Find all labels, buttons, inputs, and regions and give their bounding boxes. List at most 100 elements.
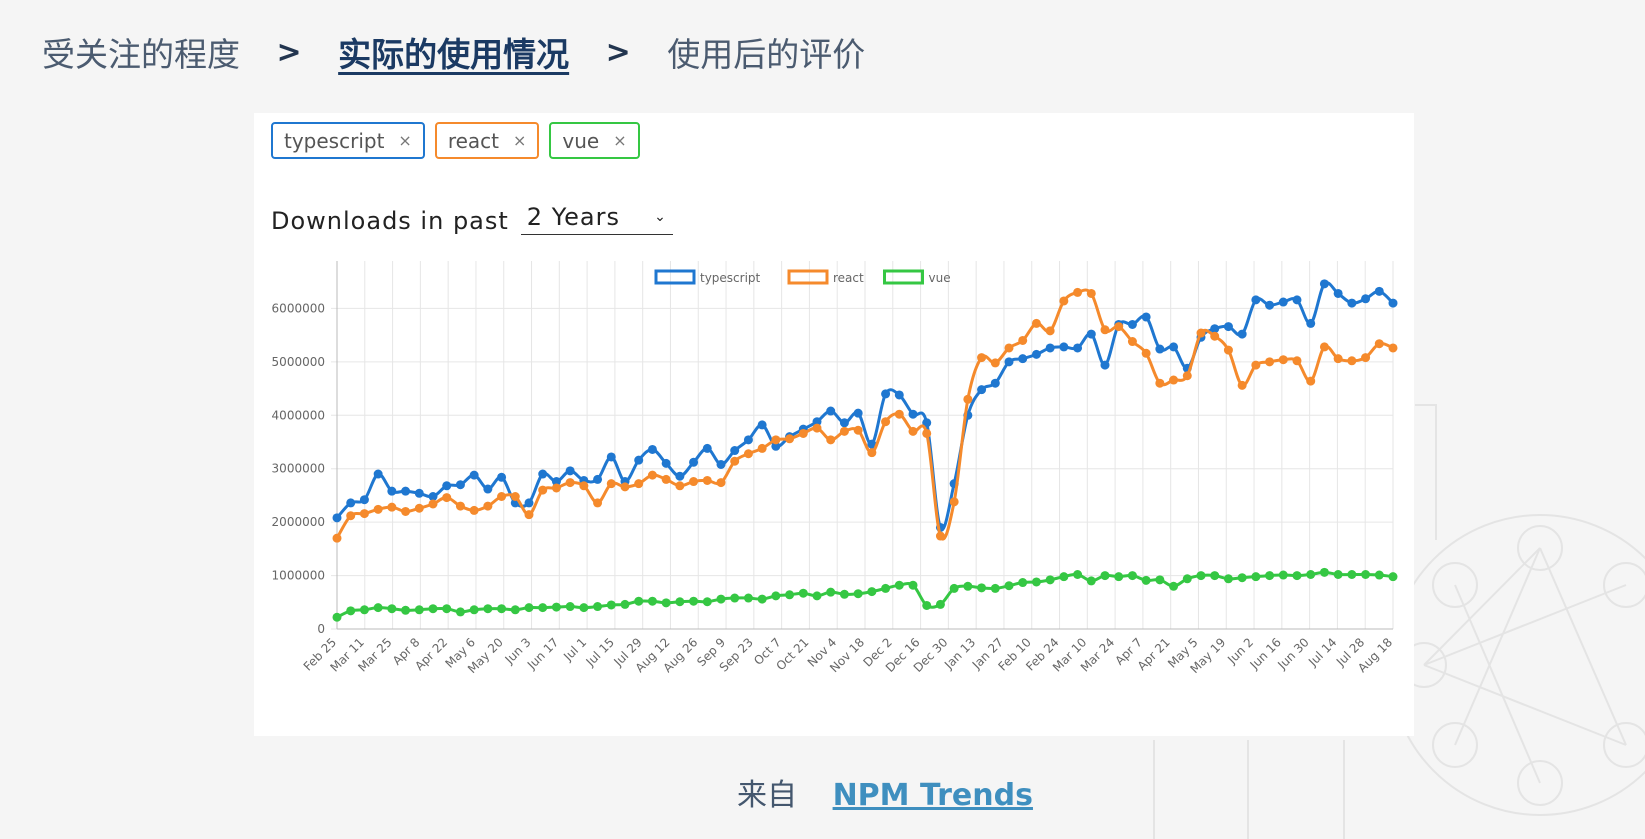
data-point-vue <box>1045 575 1055 585</box>
data-point-typescript <box>359 495 369 505</box>
data-point-react <box>1086 288 1096 298</box>
data-point-vue <box>469 605 479 615</box>
data-point-react <box>455 501 465 511</box>
data-point-vue <box>483 604 493 614</box>
data-point-react <box>1196 328 1206 338</box>
data-point-react <box>1388 343 1398 353</box>
data-point-react <box>647 470 657 480</box>
data-point-vue <box>497 604 507 614</box>
breadcrumb-item-evaluation[interactable]: 使用后的评价 <box>667 35 866 74</box>
y-tick-label: 5000000 <box>272 355 325 369</box>
data-point-vue <box>839 589 849 599</box>
data-point-typescript <box>565 466 575 476</box>
data-point-typescript <box>1251 295 1261 305</box>
data-point-react <box>510 491 520 501</box>
breadcrumb-item-attention[interactable]: 受关注的程度 <box>42 35 240 74</box>
data-point-vue <box>332 612 342 622</box>
data-point-react <box>1169 375 1179 385</box>
data-point-react <box>1210 331 1220 341</box>
data-point-typescript <box>414 488 424 498</box>
x-tick-label: Jul 15 <box>583 635 617 669</box>
data-point-typescript <box>483 484 493 494</box>
data-point-typescript <box>428 491 438 501</box>
data-point-typescript <box>606 452 616 462</box>
close-icon[interactable]: × <box>398 131 412 150</box>
data-point-typescript <box>730 446 740 456</box>
y-tick-label: 7000000 <box>272 261 325 262</box>
data-point-typescript <box>1169 342 1179 352</box>
x-tick-label: Jan 13 <box>941 635 978 672</box>
data-point-react <box>661 474 671 484</box>
data-point-typescript <box>743 435 753 445</box>
data-point-react <box>1059 296 1069 306</box>
data-point-react <box>977 353 987 363</box>
data-point-typescript <box>1333 288 1343 298</box>
data-point-typescript <box>1073 343 1083 353</box>
data-point-vue <box>1265 571 1275 581</box>
breadcrumb-item-usage[interactable]: 实际的使用情况 <box>338 35 570 74</box>
data-point-vue <box>387 604 397 614</box>
legend-swatch-react <box>787 269 829 285</box>
data-point-vue <box>1086 576 1096 586</box>
data-point-typescript <box>1045 343 1055 353</box>
data-point-react <box>1333 354 1343 364</box>
data-point-typescript <box>538 469 548 479</box>
source-prefix: 来自 <box>737 778 798 813</box>
data-point-vue <box>414 605 424 615</box>
data-point-vue <box>881 583 891 593</box>
x-tick-label: Jul 14 <box>1305 635 1339 669</box>
chip-typescript[interactable]: typescript × <box>271 122 425 159</box>
data-point-react <box>428 499 438 509</box>
data-point-react <box>442 493 452 503</box>
data-point-typescript <box>1361 294 1371 304</box>
y-tick-label: 0 <box>317 622 325 636</box>
close-icon[interactable]: × <box>613 131 627 150</box>
data-point-react <box>826 435 836 445</box>
data-point-vue <box>1127 571 1137 581</box>
period-select-value: 2 Years <box>526 203 621 231</box>
data-point-react <box>812 423 822 433</box>
legend-label-typescript: typescript <box>700 271 761 285</box>
x-tick-label: Jun 16 <box>1247 635 1284 672</box>
data-point-react <box>730 456 740 466</box>
chip-react[interactable]: react × <box>434 122 540 159</box>
data-point-react <box>1114 322 1124 332</box>
data-point-react <box>565 478 575 488</box>
data-point-vue <box>661 598 671 608</box>
npm-trends-link[interactable]: NPM Trends <box>832 778 1033 813</box>
source-credit: 来自 NPM Trends <box>0 770 1645 814</box>
data-point-react <box>1018 335 1028 345</box>
breadcrumb-separator: > <box>605 34 631 70</box>
data-point-react <box>798 428 808 438</box>
data-point-typescript <box>1031 349 1041 359</box>
downloads-period: Downloads in past 2 Years ⌄ <box>271 203 673 235</box>
data-point-typescript <box>1155 344 1165 354</box>
chip-label: vue <box>562 128 600 153</box>
data-point-typescript <box>442 481 452 491</box>
data-point-vue <box>702 597 712 607</box>
data-point-typescript <box>1237 329 1247 339</box>
data-point-react <box>1306 376 1316 386</box>
data-point-typescript <box>469 470 479 480</box>
data-point-vue <box>1210 571 1220 581</box>
legend-label-react: react <box>833 271 864 285</box>
data-point-vue <box>675 597 685 607</box>
data-point-vue <box>949 583 959 593</box>
data-point-vue <box>428 604 438 614</box>
data-point-typescript <box>826 406 836 416</box>
data-point-react <box>853 425 863 435</box>
data-point-react <box>1265 357 1275 367</box>
data-point-vue <box>1100 571 1110 581</box>
close-icon[interactable]: × <box>513 131 527 150</box>
data-point-typescript <box>401 486 411 496</box>
package-chips: typescript × react × vue × <box>271 122 640 159</box>
data-point-vue <box>743 593 753 603</box>
data-point-vue <box>853 589 863 599</box>
data-point-vue <box>1292 571 1302 581</box>
data-point-react <box>497 491 507 501</box>
data-point-react <box>1319 342 1329 352</box>
period-select[interactable]: 2 Years ⌄ <box>520 203 673 235</box>
data-point-vue <box>812 591 822 601</box>
data-point-typescript <box>894 390 904 400</box>
chip-vue[interactable]: vue × <box>549 122 640 159</box>
